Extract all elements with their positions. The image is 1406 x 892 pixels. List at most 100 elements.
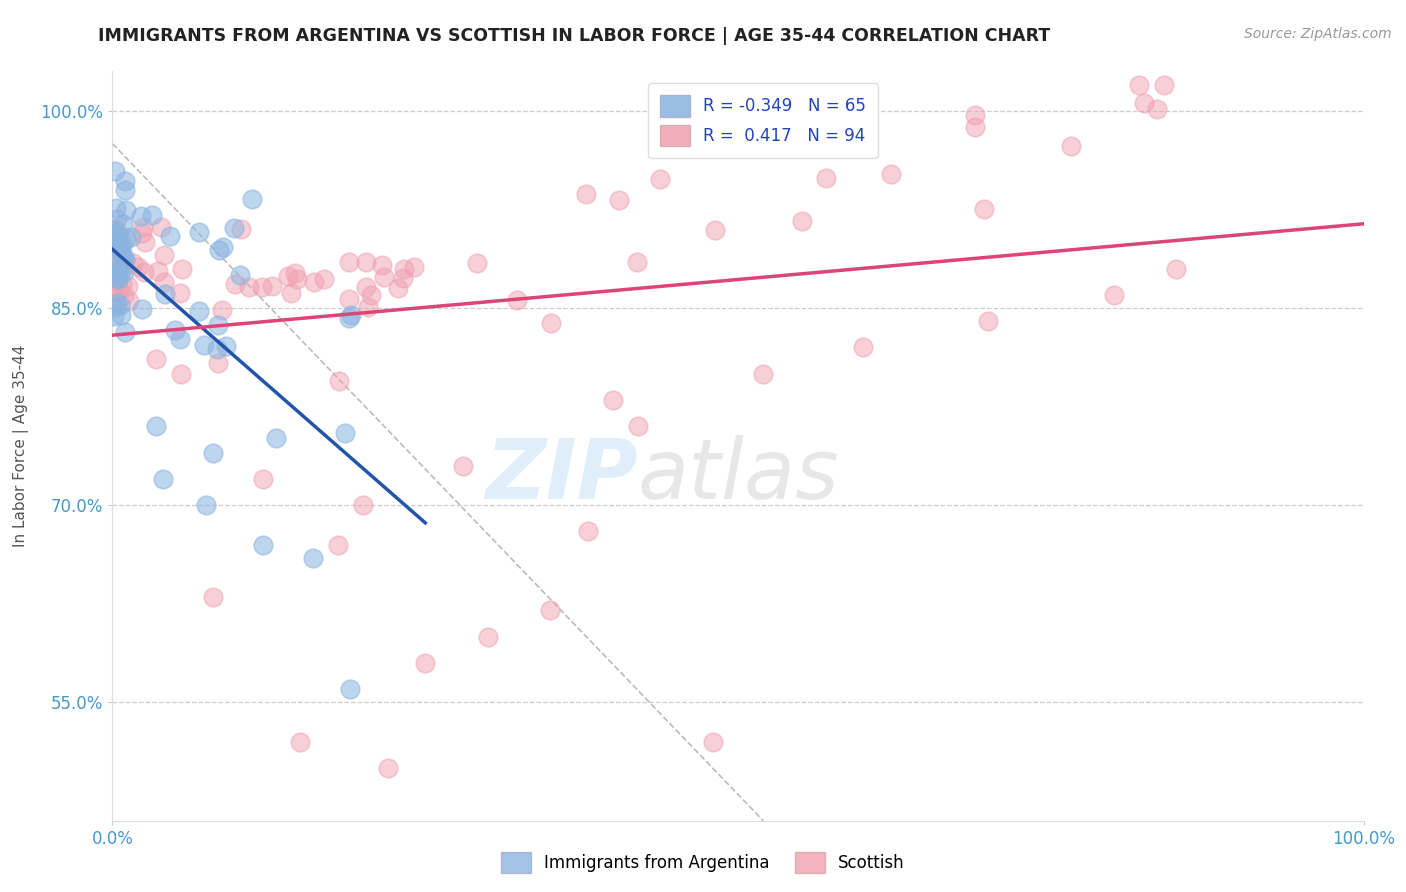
Point bbox=[262, 278, 284, 293]
Point bbox=[506, 293, 529, 308]
Point bbox=[284, 266, 307, 280]
Point bbox=[108, 266, 131, 280]
Point bbox=[134, 235, 156, 249]
Point bbox=[104, 227, 127, 241]
Point bbox=[114, 253, 136, 268]
Point bbox=[153, 287, 176, 301]
Point bbox=[187, 225, 209, 239]
Point bbox=[195, 498, 218, 512]
Text: ZIP: ZIP bbox=[485, 435, 638, 516]
Point bbox=[107, 232, 129, 246]
Point bbox=[104, 164, 127, 178]
Point bbox=[105, 246, 128, 260]
Point bbox=[114, 325, 136, 339]
Point bbox=[704, 223, 727, 237]
Point bbox=[290, 735, 312, 749]
Legend: Immigrants from Argentina, Scottish: Immigrants from Argentina, Scottish bbox=[495, 846, 911, 880]
Point bbox=[114, 183, 136, 197]
Point bbox=[111, 248, 134, 262]
Point bbox=[103, 222, 125, 236]
Point bbox=[111, 217, 134, 231]
Point bbox=[103, 266, 125, 280]
Point bbox=[111, 277, 134, 292]
Point bbox=[112, 288, 135, 302]
Point bbox=[208, 243, 231, 257]
Point bbox=[238, 280, 260, 294]
Point bbox=[127, 260, 149, 274]
Point bbox=[153, 275, 176, 289]
Point bbox=[337, 310, 360, 325]
Point bbox=[451, 458, 474, 473]
Point bbox=[115, 203, 138, 218]
Point bbox=[477, 630, 499, 644]
Point bbox=[104, 300, 127, 314]
Point bbox=[163, 322, 186, 336]
Text: IMMIGRANTS FROM ARGENTINA VS SCOTTISH IN LABOR FORCE | AGE 35-44 CORRELATION CHA: IMMIGRANTS FROM ARGENTINA VS SCOTTISH IN… bbox=[98, 27, 1050, 45]
Point bbox=[413, 656, 436, 670]
Point bbox=[145, 419, 167, 434]
Point bbox=[222, 220, 245, 235]
Point bbox=[159, 229, 181, 244]
Point bbox=[312, 272, 335, 286]
Point bbox=[187, 303, 209, 318]
Point bbox=[402, 260, 425, 274]
Point bbox=[650, 171, 672, 186]
Point bbox=[131, 226, 153, 240]
Point bbox=[108, 228, 131, 243]
Point bbox=[107, 272, 129, 286]
Text: Source: ZipAtlas.com: Source: ZipAtlas.com bbox=[1244, 27, 1392, 41]
Point bbox=[252, 472, 274, 486]
Point bbox=[207, 318, 229, 332]
Point bbox=[963, 108, 986, 122]
Point bbox=[112, 265, 135, 279]
Point bbox=[702, 735, 724, 749]
Point bbox=[387, 281, 409, 295]
Point bbox=[129, 209, 152, 223]
Point bbox=[103, 290, 125, 304]
Point bbox=[340, 308, 363, 322]
Point bbox=[977, 314, 1000, 328]
Point bbox=[131, 301, 153, 316]
Point bbox=[1060, 139, 1083, 153]
Point bbox=[1132, 96, 1154, 111]
Point bbox=[193, 338, 215, 352]
Legend: R = -0.349   N = 65, R =  0.417   N = 94: R = -0.349 N = 65, R = 0.417 N = 94 bbox=[648, 84, 877, 158]
Point bbox=[108, 245, 131, 260]
Point bbox=[107, 261, 129, 276]
Point bbox=[104, 220, 127, 235]
Point bbox=[240, 193, 263, 207]
Point bbox=[576, 524, 599, 539]
Point bbox=[392, 270, 415, 285]
Point bbox=[107, 229, 129, 244]
Point bbox=[107, 266, 129, 280]
Point bbox=[326, 538, 349, 552]
Point bbox=[211, 302, 233, 317]
Point bbox=[337, 255, 360, 269]
Point bbox=[852, 340, 875, 354]
Point bbox=[103, 309, 125, 323]
Text: atlas: atlas bbox=[638, 435, 839, 516]
Point bbox=[120, 229, 142, 244]
Point bbox=[1146, 103, 1168, 117]
Point bbox=[285, 272, 308, 286]
Point bbox=[104, 237, 127, 252]
Point bbox=[169, 332, 191, 346]
Point bbox=[103, 260, 125, 274]
Point bbox=[301, 550, 323, 565]
Point bbox=[373, 270, 395, 285]
Point bbox=[132, 265, 155, 279]
Point bbox=[152, 472, 174, 486]
Point bbox=[1164, 261, 1187, 276]
Point bbox=[880, 168, 903, 182]
Point bbox=[105, 265, 128, 279]
Point bbox=[575, 187, 598, 202]
Point bbox=[360, 288, 382, 302]
Point bbox=[118, 294, 141, 309]
Point bbox=[201, 590, 224, 604]
Point bbox=[122, 255, 145, 269]
Point bbox=[602, 392, 624, 407]
Point bbox=[626, 255, 648, 269]
Point bbox=[540, 317, 562, 331]
Point bbox=[169, 367, 191, 381]
Point bbox=[141, 208, 163, 222]
